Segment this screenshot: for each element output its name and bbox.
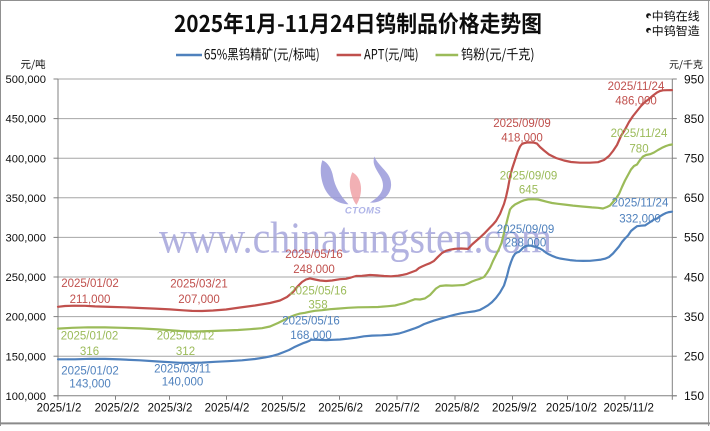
svg-text:2025/09/09: 2025/09/09 <box>497 224 555 236</box>
svg-text:2025/11/2: 2025/11/2 <box>604 403 654 415</box>
svg-text:350,000: 350,000 <box>6 193 46 205</box>
svg-text:2025/7/2: 2025/7/2 <box>375 403 420 415</box>
svg-text:350: 350 <box>684 310 704 324</box>
svg-text:CTOMS: CTOMS <box>345 206 381 217</box>
svg-text:332,000: 332,000 <box>619 214 661 226</box>
svg-text:150: 150 <box>684 389 704 403</box>
svg-text:650: 650 <box>684 191 704 205</box>
svg-text:2025/8/2: 2025/8/2 <box>435 403 480 415</box>
svg-text:150,000: 150,000 <box>6 351 46 363</box>
svg-text:300,000: 300,000 <box>6 233 46 245</box>
svg-text:2025/2/2: 2025/2/2 <box>95 403 140 415</box>
svg-text:2025/01/02: 2025/01/02 <box>61 365 119 377</box>
svg-text:211,000: 211,000 <box>70 294 111 306</box>
svg-text:550: 550 <box>684 231 704 245</box>
svg-text:207,000: 207,000 <box>178 294 220 306</box>
svg-text:2025/5/2: 2025/5/2 <box>261 403 306 415</box>
svg-text:850: 850 <box>684 112 704 126</box>
svg-text:400,000: 400,000 <box>6 153 46 165</box>
svg-text:2025/05/16: 2025/05/16 <box>285 249 343 261</box>
svg-text:2025/05/16: 2025/05/16 <box>289 286 347 298</box>
svg-text:486,000: 486,000 <box>615 96 657 108</box>
svg-text:2025/01/02: 2025/01/02 <box>61 331 119 343</box>
svg-text:168,000: 168,000 <box>290 330 332 342</box>
svg-text:2025/11/24: 2025/11/24 <box>611 128 668 140</box>
svg-text:www.chinatungsten.com: www.chinatungsten.com <box>159 213 552 262</box>
svg-text:500,000: 500,000 <box>6 74 46 86</box>
svg-text:750: 750 <box>684 152 704 166</box>
svg-text:288,000: 288,000 <box>505 238 547 250</box>
svg-text:316: 316 <box>80 346 99 358</box>
svg-text:100,000: 100,000 <box>6 391 46 403</box>
svg-text:250: 250 <box>684 350 704 364</box>
svg-text:2025/11/24: 2025/11/24 <box>612 198 669 210</box>
svg-text:2025/3/2: 2025/3/2 <box>148 403 193 415</box>
svg-text:2025/03/21: 2025/03/21 <box>170 278 228 290</box>
svg-text:450,000: 450,000 <box>6 114 46 126</box>
svg-text:450: 450 <box>684 270 704 284</box>
svg-text:2025/05/16: 2025/05/16 <box>282 316 340 328</box>
svg-text:2025/9/2: 2025/9/2 <box>492 403 537 415</box>
svg-text:143,000: 143,000 <box>69 379 111 391</box>
svg-text:418,000: 418,000 <box>501 133 543 145</box>
svg-text:200,000: 200,000 <box>6 312 46 324</box>
svg-text:2025/03/12: 2025/03/12 <box>157 331 215 343</box>
svg-text:2025/10/2: 2025/10/2 <box>546 403 597 415</box>
svg-text:2025/09/09: 2025/09/09 <box>493 118 551 130</box>
svg-text:2025/11/24: 2025/11/24 <box>608 81 665 93</box>
svg-text:2025/09/09: 2025/09/09 <box>500 171 558 183</box>
svg-text:645: 645 <box>519 185 538 197</box>
svg-text:2025/01/02: 2025/01/02 <box>61 278 119 290</box>
svg-text:250,000: 250,000 <box>6 272 46 284</box>
svg-text:358: 358 <box>308 300 327 312</box>
svg-text:2025/03/11: 2025/03/11 <box>154 363 211 375</box>
svg-text:2025/1/2: 2025/1/2 <box>37 403 82 415</box>
svg-text:312: 312 <box>176 346 195 358</box>
svg-text:2025/6/2: 2025/6/2 <box>318 403 363 415</box>
svg-text:248,000: 248,000 <box>293 264 335 276</box>
svg-text:140,000: 140,000 <box>162 376 204 388</box>
svg-text:950: 950 <box>684 72 704 86</box>
svg-text:780: 780 <box>629 144 648 156</box>
svg-text:2025/4/2: 2025/4/2 <box>205 403 250 415</box>
